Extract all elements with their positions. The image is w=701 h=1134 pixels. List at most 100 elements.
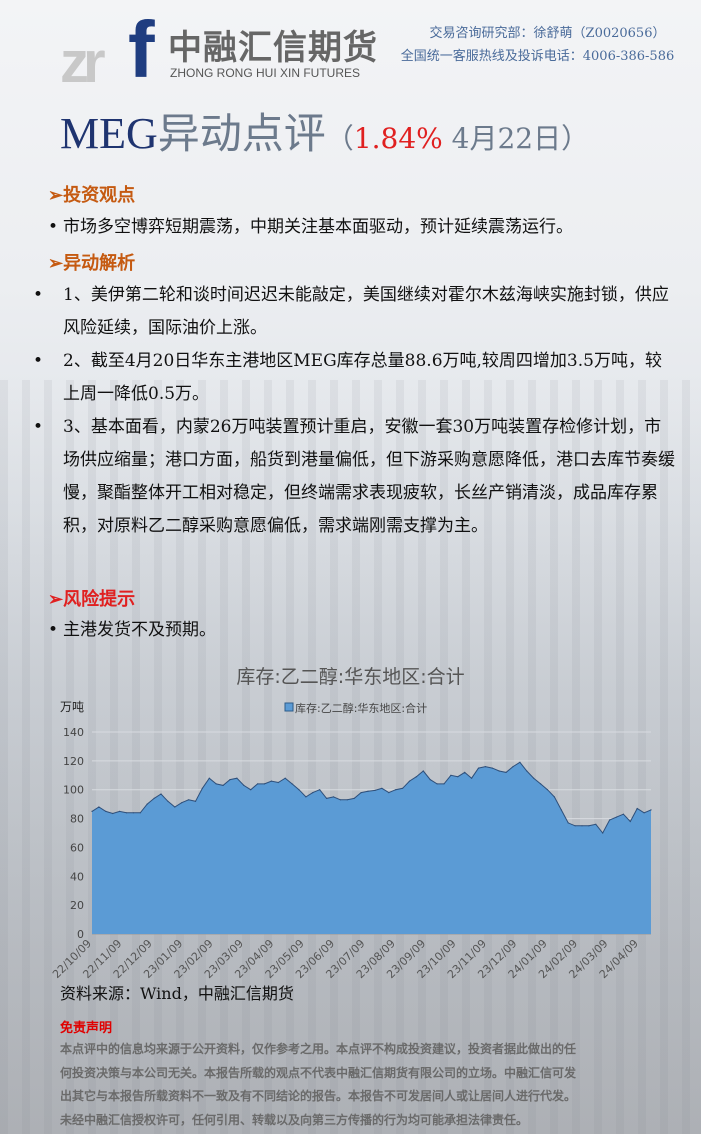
disclaimer-line: 何投资决策与本公司无关。本报告所载的观点不代表中融汇信期货有限公司的立场。中融汇…	[60, 1065, 577, 1080]
data-point	[291, 783, 293, 785]
logo-en: ZHONG RONG HUI XIN FUTURES	[170, 66, 361, 80]
data-point	[105, 810, 107, 812]
y-tick-label: 20	[70, 899, 84, 912]
chart-title: 库存:乙二醇:华东地区:合计	[236, 666, 465, 688]
background-cityscape	[0, 380, 701, 1134]
data-point	[415, 776, 417, 778]
analysis-item: • 1、美伊第二轮和谈时间迟迟未能敲定，美国继续对霍尔木兹海峡实施封锁，供应风险延…	[33, 285, 669, 338]
data-point	[505, 771, 507, 773]
view-item: • 市场多空博弈短期震荡，中期关注基本面驱动，预计延续震荡运行。	[48, 217, 573, 237]
data-point	[215, 783, 217, 785]
title-paren: ）	[561, 122, 590, 155]
data-point	[546, 789, 549, 791]
y-tick-label: 140	[63, 726, 84, 739]
y-tick-label: 40	[70, 870, 84, 883]
data-point	[284, 777, 286, 779]
data-point	[332, 796, 335, 798]
data-point	[422, 770, 424, 772]
data-point	[125, 812, 128, 814]
data-point	[512, 766, 514, 768]
data-point	[519, 761, 521, 763]
data-point	[588, 825, 590, 827]
disclaimer-heading: 免责声明	[60, 1021, 113, 1036]
data-point	[112, 812, 114, 815]
risk-text: 主港发货不及预期。	[63, 620, 216, 640]
disclaimer-line: 未经中融汇信授权许可，任何引用、转载以及向第三方传播的行为均可能承担法律责任。	[60, 1112, 529, 1127]
data-point	[346, 799, 348, 801]
data-point	[533, 777, 535, 779]
data-point	[181, 802, 183, 804]
title-date: 4月22日	[442, 122, 562, 155]
data-point	[263, 783, 266, 785]
data-point	[132, 812, 134, 814]
data-point	[201, 787, 203, 789]
risk-item: • 主港发货不及预期。	[48, 620, 216, 640]
data-point	[312, 792, 314, 794]
data-point	[319, 789, 321, 791]
data-point	[146, 803, 148, 805]
data-point	[581, 825, 583, 827]
y-tick-label: 80	[70, 813, 84, 826]
y-axis-unit: 万吨	[60, 700, 84, 714]
data-point	[194, 800, 197, 802]
data-point	[374, 789, 376, 791]
logo-f: f	[128, 5, 155, 94]
company-logo: zr f 中融汇信期货 ZHONG RONG HUI XIN FUTURES	[60, 10, 380, 92]
data-point	[408, 780, 411, 782]
data-point	[457, 776, 459, 778]
y-tick-label: 60	[70, 841, 84, 854]
data-point	[553, 796, 556, 798]
hotline-info: 全国统一客服热线及投诉电话：4006-386-586	[400, 49, 675, 64]
analysis-text: 2、截至4月20日华东主港地区MEG库存总量88.6万吨,较周四增加3.5万吨，…	[63, 351, 662, 404]
view-text: 市场多空博弈短期震荡，中期关注基本面驱动，预计延续震荡运行。	[63, 217, 573, 237]
page-title: MEG异动点评（1.84% 4月22日）	[60, 112, 589, 156]
data-point	[540, 783, 542, 785]
data-point	[139, 812, 141, 814]
data-point	[360, 792, 362, 794]
title-paren: （	[325, 122, 354, 155]
data-point	[567, 822, 569, 824]
data-point	[471, 777, 473, 779]
logo-cn: 中融汇信期货	[168, 28, 378, 68]
analysis-item: • 2、截至4月20日华东主港地区MEG库存总量88.6万吨,较周四增加3.5万吨…	[33, 351, 662, 404]
inventory-chart: 万吨 库存:乙二醇:华东地区:合计 02040608010012014022/1…	[50, 700, 652, 980]
data-point	[491, 767, 493, 769]
data-point	[236, 777, 238, 779]
data-point	[402, 787, 404, 789]
series-line	[91, 761, 652, 834]
data-point	[629, 820, 631, 823]
data-point	[119, 810, 121, 812]
data-point	[650, 809, 652, 811]
y-tick-label: 120	[63, 755, 84, 768]
data-point	[381, 787, 383, 789]
analysis-text: 1、美伊第二轮和谈时间迟迟未能敲定，美国继续对霍尔木兹海峡实施封锁，供应风险延续…	[63, 285, 669, 338]
data-point	[367, 790, 369, 792]
data-point	[484, 766, 486, 768]
data-point	[526, 770, 528, 772]
data-point	[160, 793, 162, 795]
data-point	[602, 832, 604, 834]
disclaimer-line: 出其它与本报告所载资料不一致及有不同结论的报告。本报告不可发居间人或让居间人进行…	[60, 1089, 577, 1103]
logo-zr: zr	[60, 30, 106, 95]
analysis-text: 3、基本面看，内蒙26万吨装置预计重启，安徽一套30万吨装置存检修计划，市场供应…	[63, 417, 675, 536]
data-point	[167, 800, 169, 802]
title-text: 异动点评	[157, 109, 326, 158]
data-point	[636, 807, 638, 810]
data-point	[464, 771, 466, 773]
data-point	[270, 780, 272, 782]
legend-label: 库存:乙二醇:华东地区:合计	[295, 701, 427, 715]
data-point	[243, 784, 245, 786]
data-point	[443, 783, 445, 785]
disclaimer-text: 本点评中的信息均来源于公开资料，仅作参考之用。本点评不构成投资建议，投资者据此做…	[60, 1038, 660, 1132]
legend-swatch	[284, 702, 294, 712]
data-point	[643, 812, 645, 814]
data-point	[436, 783, 438, 785]
data-point	[277, 781, 279, 784]
data-point	[305, 796, 307, 798]
data-point	[339, 799, 341, 801]
disclaimer-line: 本点评中的信息均来源于公开资料，仅作参考之用。本点评不构成投资建议，投资者据此做…	[60, 1042, 577, 1056]
data-source: 资料来源：Wind，中融汇信期货	[60, 984, 294, 1003]
data-point	[595, 823, 597, 825]
data-point	[229, 779, 231, 781]
analysis-item: • 3、基本面看，内蒙26万吨装置预计重启，安徽一套30万吨装置存检修计划，市场供…	[33, 417, 675, 536]
